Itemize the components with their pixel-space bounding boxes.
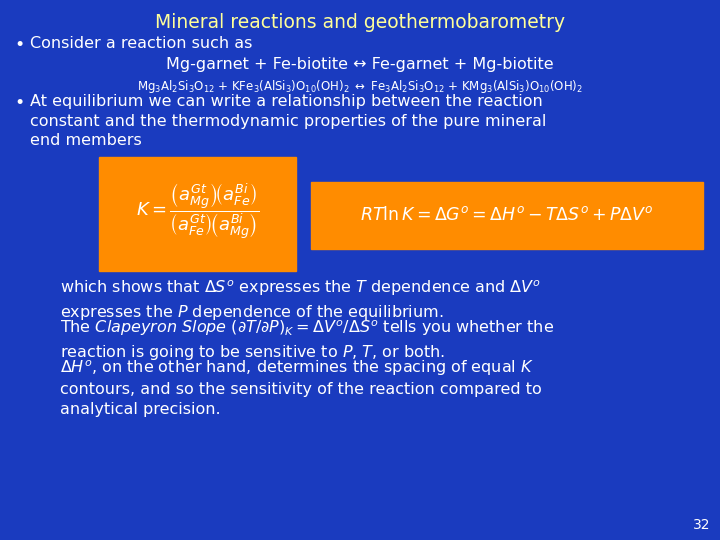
FancyBboxPatch shape [311, 182, 703, 249]
Text: Mg$_3$Al$_2$Si$_3$O$_{12}$ + KFe$_3$(AlSi$_3$)O$_{10}$(OH)$_2$ $\leftrightarrow$: Mg$_3$Al$_2$Si$_3$O$_{12}$ + KFe$_3$(AlS… [137, 78, 583, 95]
Text: •: • [14, 94, 24, 112]
Text: which shows that $\Delta S^o$ expresses the $T$ dependence and $\Delta V^o$
expr: which shows that $\Delta S^o$ expresses … [60, 278, 541, 322]
Text: •: • [14, 36, 24, 54]
Text: At equilibrium we can write a relationship between the reaction
constant and the: At equilibrium we can write a relationsh… [30, 94, 546, 148]
Text: $RT\ln K = \Delta G^{o} = \Delta H^{o} - T\Delta S^{o} + P\Delta V^{o}$: $RT\ln K = \Delta G^{o} = \Delta H^{o} -… [360, 206, 654, 225]
Text: $K = \dfrac{\left(a_{Mg}^{Gt}\right)\!\left(a_{Fe}^{Bi}\right)}{\left(a_{Fe}^{Gt: $K = \dfrac{\left(a_{Mg}^{Gt}\right)\!\l… [135, 182, 259, 242]
Text: Mineral reactions and geothermobarometry: Mineral reactions and geothermobarometry [155, 13, 565, 32]
Text: Consider a reaction such as: Consider a reaction such as [30, 36, 253, 51]
FancyBboxPatch shape [99, 157, 296, 271]
Text: $\Delta H^o$, on the other hand, determines the spacing of equal $K$
contours, a: $\Delta H^o$, on the other hand, determi… [60, 358, 541, 417]
Text: 32: 32 [693, 518, 710, 532]
Text: The $\mathit{Clapeyron\ Slope}$ $(\partial T/\partial P)_K = \Delta V^o/\Delta S: The $\mathit{Clapeyron\ Slope}$ $(\parti… [60, 318, 554, 362]
Text: Mg-garnet + Fe-biotite ↔ Fe-garnet + Mg-biotite: Mg-garnet + Fe-biotite ↔ Fe-garnet + Mg-… [166, 57, 554, 72]
